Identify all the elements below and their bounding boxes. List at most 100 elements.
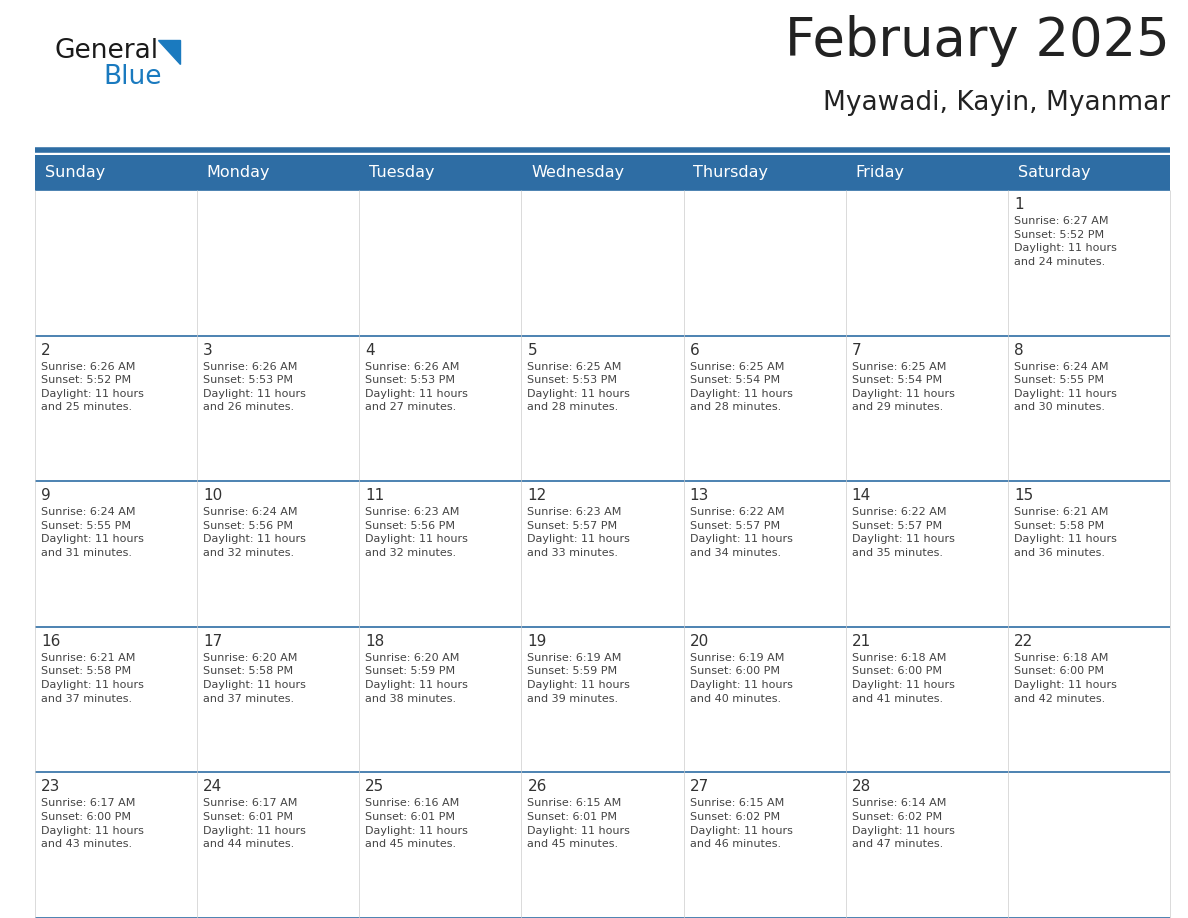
Text: 23: 23 xyxy=(42,779,61,794)
Text: Sunrise: 6:25 AM
Sunset: 5:53 PM
Daylight: 11 hours
and 28 minutes.: Sunrise: 6:25 AM Sunset: 5:53 PM Dayligh… xyxy=(527,362,631,412)
Bar xyxy=(197,336,359,481)
Text: Sunrise: 6:22 AM
Sunset: 5:57 PM
Daylight: 11 hours
and 35 minutes.: Sunrise: 6:22 AM Sunset: 5:57 PM Dayligh… xyxy=(852,508,955,558)
Bar xyxy=(359,190,522,336)
Bar xyxy=(197,190,359,336)
Text: 25: 25 xyxy=(365,779,385,794)
Text: Sunrise: 6:25 AM
Sunset: 5:54 PM
Daylight: 11 hours
and 29 minutes.: Sunrise: 6:25 AM Sunset: 5:54 PM Dayligh… xyxy=(852,362,955,412)
Bar xyxy=(34,336,197,481)
Text: Sunrise: 6:21 AM
Sunset: 5:58 PM
Daylight: 11 hours
and 37 minutes.: Sunrise: 6:21 AM Sunset: 5:58 PM Dayligh… xyxy=(42,653,144,703)
Bar xyxy=(522,336,683,481)
Text: 20: 20 xyxy=(689,633,709,649)
Bar xyxy=(522,627,683,772)
Bar xyxy=(846,190,1007,336)
Text: 18: 18 xyxy=(365,633,385,649)
Bar xyxy=(34,772,197,918)
Text: Sunrise: 6:17 AM
Sunset: 6:01 PM
Daylight: 11 hours
and 44 minutes.: Sunrise: 6:17 AM Sunset: 6:01 PM Dayligh… xyxy=(203,799,307,849)
Text: Sunrise: 6:23 AM
Sunset: 5:56 PM
Daylight: 11 hours
and 32 minutes.: Sunrise: 6:23 AM Sunset: 5:56 PM Dayligh… xyxy=(365,508,468,558)
Text: Sunrise: 6:18 AM
Sunset: 6:00 PM
Daylight: 11 hours
and 42 minutes.: Sunrise: 6:18 AM Sunset: 6:00 PM Dayligh… xyxy=(1013,653,1117,703)
Bar xyxy=(34,155,1170,190)
Text: 10: 10 xyxy=(203,488,222,503)
Text: Sunrise: 6:26 AM
Sunset: 5:52 PM
Daylight: 11 hours
and 25 minutes.: Sunrise: 6:26 AM Sunset: 5:52 PM Dayligh… xyxy=(42,362,144,412)
Text: Sunrise: 6:18 AM
Sunset: 6:00 PM
Daylight: 11 hours
and 41 minutes.: Sunrise: 6:18 AM Sunset: 6:00 PM Dayligh… xyxy=(852,653,955,703)
Bar xyxy=(1007,627,1170,772)
Bar xyxy=(197,627,359,772)
Bar xyxy=(34,190,197,336)
Text: 26: 26 xyxy=(527,779,546,794)
Text: Monday: Monday xyxy=(207,165,271,180)
Text: 19: 19 xyxy=(527,633,546,649)
Text: Sunrise: 6:23 AM
Sunset: 5:57 PM
Daylight: 11 hours
and 33 minutes.: Sunrise: 6:23 AM Sunset: 5:57 PM Dayligh… xyxy=(527,508,631,558)
Bar xyxy=(683,481,846,627)
Text: 13: 13 xyxy=(689,488,709,503)
Text: Sunrise: 6:27 AM
Sunset: 5:52 PM
Daylight: 11 hours
and 24 minutes.: Sunrise: 6:27 AM Sunset: 5:52 PM Dayligh… xyxy=(1013,216,1117,267)
Text: Sunday: Sunday xyxy=(45,165,105,180)
Bar xyxy=(683,627,846,772)
Bar xyxy=(197,772,359,918)
Text: Sunrise: 6:19 AM
Sunset: 5:59 PM
Daylight: 11 hours
and 39 minutes.: Sunrise: 6:19 AM Sunset: 5:59 PM Dayligh… xyxy=(527,653,631,703)
Bar xyxy=(683,772,846,918)
Text: General: General xyxy=(55,38,159,64)
Text: Sunrise: 6:25 AM
Sunset: 5:54 PM
Daylight: 11 hours
and 28 minutes.: Sunrise: 6:25 AM Sunset: 5:54 PM Dayligh… xyxy=(689,362,792,412)
Bar xyxy=(1007,336,1170,481)
Text: 12: 12 xyxy=(527,488,546,503)
Text: 1: 1 xyxy=(1013,197,1024,212)
Bar xyxy=(683,190,846,336)
Text: Sunrise: 6:22 AM
Sunset: 5:57 PM
Daylight: 11 hours
and 34 minutes.: Sunrise: 6:22 AM Sunset: 5:57 PM Dayligh… xyxy=(689,508,792,558)
Text: Sunrise: 6:17 AM
Sunset: 6:00 PM
Daylight: 11 hours
and 43 minutes.: Sunrise: 6:17 AM Sunset: 6:00 PM Dayligh… xyxy=(42,799,144,849)
Text: 14: 14 xyxy=(852,488,871,503)
Bar xyxy=(359,336,522,481)
Text: February 2025: February 2025 xyxy=(785,15,1170,67)
Text: Saturday: Saturday xyxy=(1018,165,1091,180)
Text: Wednesday: Wednesday xyxy=(531,165,624,180)
Text: 2: 2 xyxy=(42,342,51,358)
Text: 24: 24 xyxy=(203,779,222,794)
Text: Sunrise: 6:20 AM
Sunset: 5:59 PM
Daylight: 11 hours
and 38 minutes.: Sunrise: 6:20 AM Sunset: 5:59 PM Dayligh… xyxy=(365,653,468,703)
Text: 8: 8 xyxy=(1013,342,1024,358)
Text: Sunrise: 6:24 AM
Sunset: 5:55 PM
Daylight: 11 hours
and 31 minutes.: Sunrise: 6:24 AM Sunset: 5:55 PM Dayligh… xyxy=(42,508,144,558)
Bar xyxy=(34,481,197,627)
Text: Sunrise: 6:26 AM
Sunset: 5:53 PM
Daylight: 11 hours
and 26 minutes.: Sunrise: 6:26 AM Sunset: 5:53 PM Dayligh… xyxy=(203,362,307,412)
Bar xyxy=(34,627,197,772)
Bar xyxy=(1007,481,1170,627)
Text: Sunrise: 6:15 AM
Sunset: 6:01 PM
Daylight: 11 hours
and 45 minutes.: Sunrise: 6:15 AM Sunset: 6:01 PM Dayligh… xyxy=(527,799,631,849)
Text: 4: 4 xyxy=(365,342,375,358)
Text: 5: 5 xyxy=(527,342,537,358)
Text: 15: 15 xyxy=(1013,488,1034,503)
Text: 11: 11 xyxy=(365,488,385,503)
Text: Sunrise: 6:15 AM
Sunset: 6:02 PM
Daylight: 11 hours
and 46 minutes.: Sunrise: 6:15 AM Sunset: 6:02 PM Dayligh… xyxy=(689,799,792,849)
Text: 16: 16 xyxy=(42,633,61,649)
Text: Sunrise: 6:16 AM
Sunset: 6:01 PM
Daylight: 11 hours
and 45 minutes.: Sunrise: 6:16 AM Sunset: 6:01 PM Dayligh… xyxy=(365,799,468,849)
Text: Sunrise: 6:19 AM
Sunset: 6:00 PM
Daylight: 11 hours
and 40 minutes.: Sunrise: 6:19 AM Sunset: 6:00 PM Dayligh… xyxy=(689,653,792,703)
Bar xyxy=(846,772,1007,918)
Text: Thursday: Thursday xyxy=(694,165,769,180)
Bar xyxy=(1007,772,1170,918)
Bar xyxy=(359,481,522,627)
Polygon shape xyxy=(158,40,181,64)
Text: 28: 28 xyxy=(852,779,871,794)
Bar xyxy=(522,190,683,336)
Bar xyxy=(846,627,1007,772)
Bar xyxy=(197,481,359,627)
Text: 9: 9 xyxy=(42,488,51,503)
Bar xyxy=(522,481,683,627)
Text: Sunrise: 6:21 AM
Sunset: 5:58 PM
Daylight: 11 hours
and 36 minutes.: Sunrise: 6:21 AM Sunset: 5:58 PM Dayligh… xyxy=(1013,508,1117,558)
Text: 3: 3 xyxy=(203,342,213,358)
Bar xyxy=(359,627,522,772)
Text: 22: 22 xyxy=(1013,633,1034,649)
Text: Sunrise: 6:24 AM
Sunset: 5:56 PM
Daylight: 11 hours
and 32 minutes.: Sunrise: 6:24 AM Sunset: 5:56 PM Dayligh… xyxy=(203,508,307,558)
Text: Sunrise: 6:24 AM
Sunset: 5:55 PM
Daylight: 11 hours
and 30 minutes.: Sunrise: 6:24 AM Sunset: 5:55 PM Dayligh… xyxy=(1013,362,1117,412)
Text: Sunrise: 6:14 AM
Sunset: 6:02 PM
Daylight: 11 hours
and 47 minutes.: Sunrise: 6:14 AM Sunset: 6:02 PM Dayligh… xyxy=(852,799,955,849)
Bar xyxy=(846,336,1007,481)
Bar xyxy=(1007,190,1170,336)
Bar xyxy=(846,481,1007,627)
Bar xyxy=(683,336,846,481)
Text: Friday: Friday xyxy=(855,165,904,180)
Text: 17: 17 xyxy=(203,633,222,649)
Text: Tuesday: Tuesday xyxy=(369,165,435,180)
Text: Sunrise: 6:26 AM
Sunset: 5:53 PM
Daylight: 11 hours
and 27 minutes.: Sunrise: 6:26 AM Sunset: 5:53 PM Dayligh… xyxy=(365,362,468,412)
Text: 27: 27 xyxy=(689,779,709,794)
Text: Blue: Blue xyxy=(103,64,162,90)
Text: Myawadi, Kayin, Myanmar: Myawadi, Kayin, Myanmar xyxy=(823,90,1170,116)
Text: Sunrise: 6:20 AM
Sunset: 5:58 PM
Daylight: 11 hours
and 37 minutes.: Sunrise: 6:20 AM Sunset: 5:58 PM Dayligh… xyxy=(203,653,307,703)
Bar xyxy=(522,772,683,918)
